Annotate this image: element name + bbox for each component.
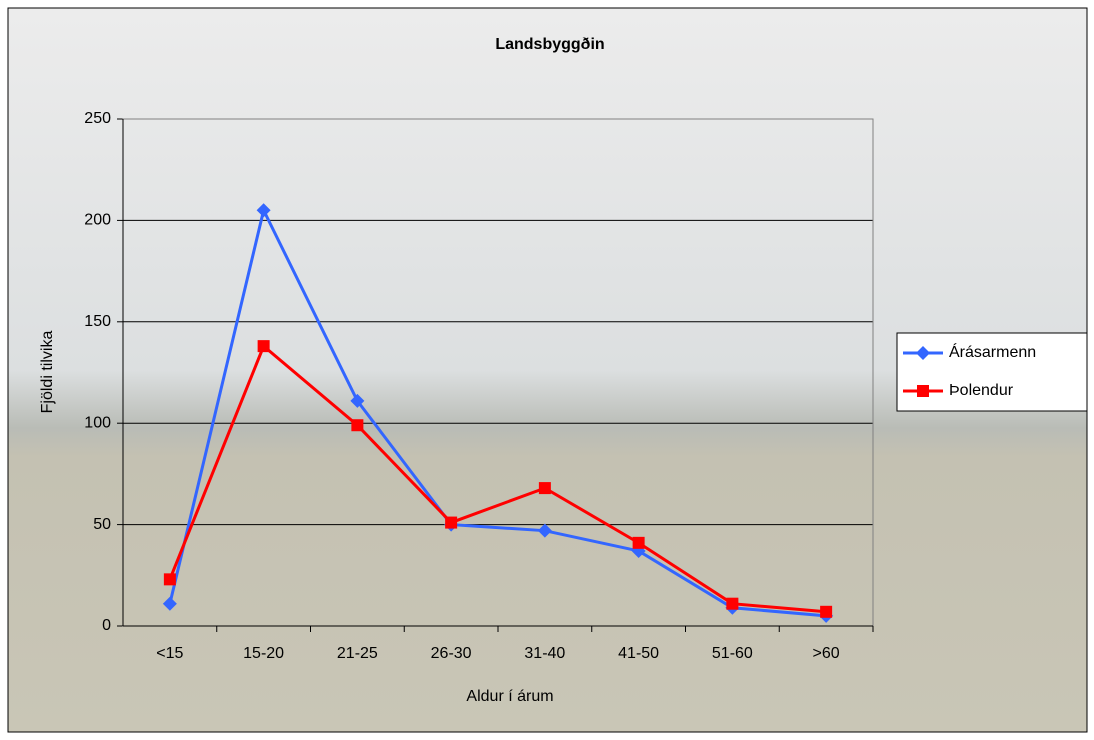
y-tick-label: 200 <box>84 212 111 229</box>
chart: Landsbyggðin Aldur í árum Fjöldi tilvika… <box>0 0 1094 740</box>
page: Landsbyggðin Aldur í árum Fjöldi tilvika… <box>0 0 1094 740</box>
x-tick-label: 51-60 <box>712 645 753 662</box>
data-point <box>164 573 176 585</box>
legend-label: Þolendur <box>949 382 1014 399</box>
data-point <box>820 606 832 618</box>
y-tick-label: 50 <box>93 516 111 533</box>
data-point <box>351 419 363 431</box>
legend-marker <box>917 385 929 397</box>
y-axis-label: Fjöldi tilvika <box>39 331 56 414</box>
x-axis-label: Aldur í árum <box>466 688 553 705</box>
chart-title: Landsbyggðin <box>495 36 604 53</box>
legend-label: Árásarmenn <box>949 342 1036 361</box>
x-tick-label: >60 <box>813 645 840 662</box>
y-tick-label: 150 <box>84 313 111 330</box>
data-point <box>258 340 270 352</box>
x-tick-label: 15-20 <box>243 645 284 662</box>
x-tick-label: 26-30 <box>431 645 472 662</box>
x-tick-label: 21-25 <box>337 645 378 662</box>
x-tick-label: 41-50 <box>618 645 659 662</box>
y-tick-label: 100 <box>84 414 111 431</box>
data-point <box>539 482 551 494</box>
data-point <box>726 598 738 610</box>
y-tick-label: 0 <box>102 617 111 634</box>
data-point <box>445 517 457 529</box>
y-tick-label: 250 <box>84 110 111 127</box>
data-point <box>633 537 645 549</box>
x-tick-label: 31-40 <box>524 645 565 662</box>
x-tick-label: <15 <box>156 645 183 662</box>
